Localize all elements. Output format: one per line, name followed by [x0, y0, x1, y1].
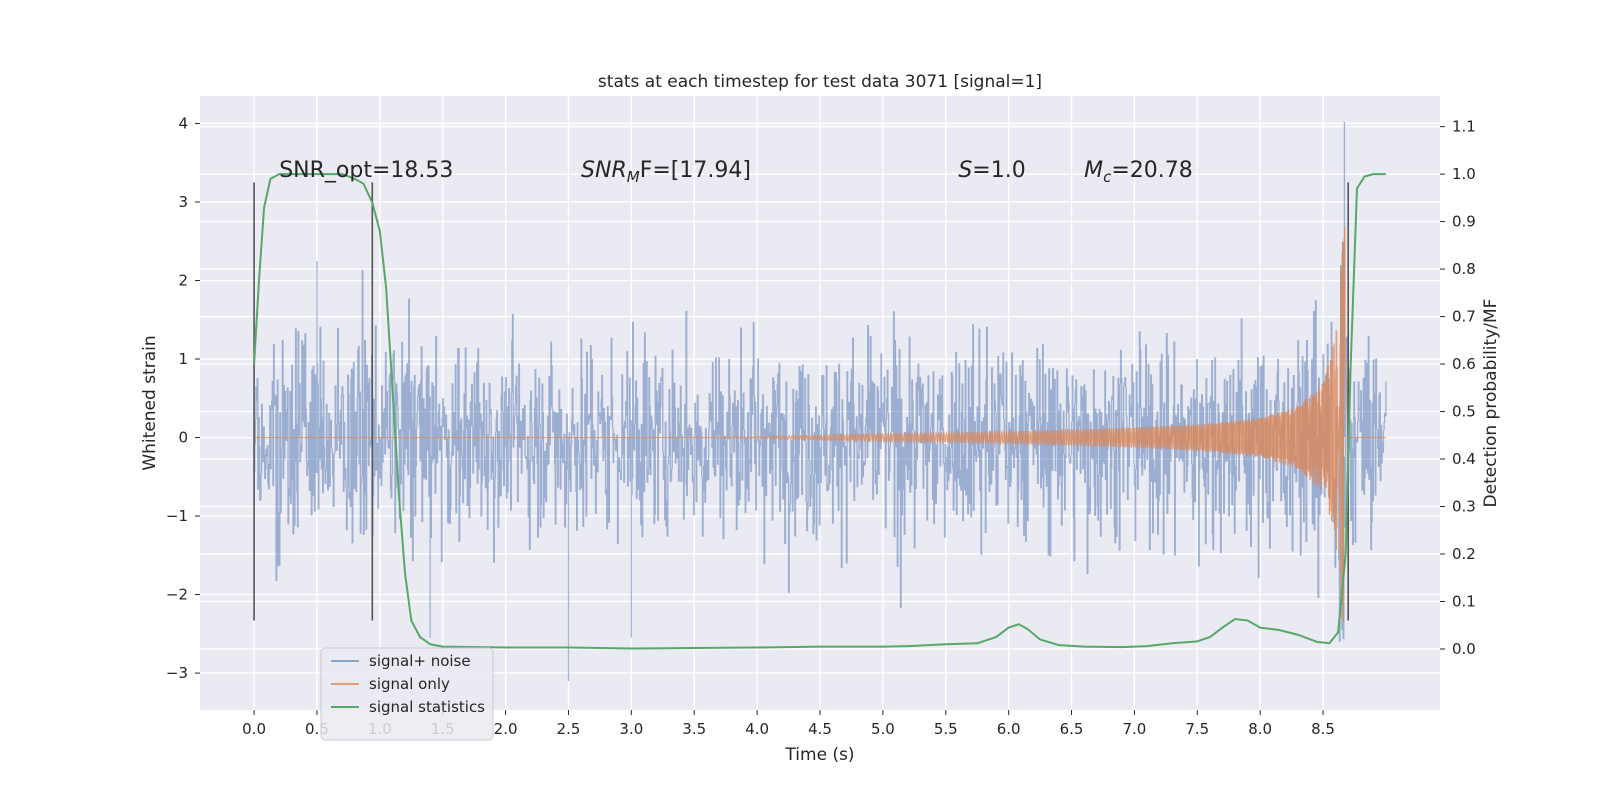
- y2-tick-label: 0.6: [1452, 355, 1476, 373]
- annotation-s-symbol: S: [958, 158, 972, 183]
- y2-tick-label: 0.0: [1452, 640, 1476, 658]
- x-tick-label: 2.5: [557, 720, 581, 738]
- annotation-mc-symbol: M: [1084, 158, 1103, 183]
- axes: 0.00.51.01.52.02.53.03.54.04.55.05.56.06…: [166, 114, 1476, 738]
- annotation-s: S=1.0: [958, 158, 1025, 183]
- x-tick-label: 3.5: [682, 720, 706, 738]
- annotation-mc: Mc=20.78: [1084, 158, 1193, 186]
- legend-label-signal-statistics: signal statistics: [369, 698, 485, 716]
- y-tick-label: 2: [178, 272, 188, 290]
- annotation-snr-mf: SNRMF=[17.94]: [581, 158, 751, 186]
- annotations: SNR_opt=18.53 SNRMF=[17.94] S=1.0 Mc=20.…: [279, 158, 1193, 186]
- y-tick-label: −3: [166, 664, 188, 682]
- x-axis-label: Time (s): [784, 745, 854, 765]
- x-tick-label: 5.0: [871, 720, 895, 738]
- x-tick-label: 7.0: [1122, 720, 1146, 738]
- y2-tick-label: 0.3: [1452, 498, 1476, 516]
- y-tick-label: −1: [166, 507, 188, 525]
- y2-tick-label: 0.4: [1452, 450, 1476, 468]
- annotation-mc-value: =20.78: [1111, 158, 1192, 183]
- y2-tick-label: 1.1: [1452, 118, 1476, 136]
- x-tick-label: 6.0: [997, 720, 1021, 738]
- x-tick-label: 4.5: [808, 720, 832, 738]
- y2-tick-label: 1.0: [1452, 165, 1476, 183]
- x-tick-label: 8.0: [1248, 720, 1272, 738]
- y2-tick-label: 0.5: [1452, 403, 1476, 421]
- legend-box: [320, 647, 494, 741]
- x-tick-label: 7.5: [1185, 720, 1209, 738]
- y2-tick-label: 0.9: [1452, 213, 1476, 231]
- annotation-snr-mf-base: SNR: [581, 158, 627, 183]
- annotation-snr-opt: SNR_opt=18.53: [279, 158, 453, 183]
- y-tick-label: 0: [178, 429, 188, 447]
- signal-statistics-line: [253, 173, 1386, 650]
- x-tick-label: 3.0: [619, 720, 643, 738]
- signal-only-series: [254, 226, 1386, 622]
- y-axis-label: Whitened strain: [140, 335, 160, 470]
- y2-axis-label: Detection probability/MF: [1481, 299, 1501, 508]
- x-tick-label: 0.0: [242, 720, 266, 738]
- x-tick-label: 4.0: [745, 720, 769, 738]
- data-layer: [253, 121, 1387, 681]
- y2-tick-label: 0.7: [1452, 308, 1476, 326]
- y2-tick-label: 0.8: [1452, 260, 1476, 278]
- signal-statistics-series: [253, 173, 1386, 650]
- signal-only-line: [254, 226, 1386, 622]
- legend: signal+ noise signal only signal statist…: [320, 647, 494, 741]
- x-tick-label: 2.0: [494, 720, 518, 738]
- vertical-markers: [253, 182, 1349, 621]
- y-tick-label: 3: [178, 193, 188, 211]
- annotation-s-value: =1.0: [972, 158, 1025, 183]
- chart-title: stats at each timestep for test data 307…: [598, 72, 1042, 92]
- annotation-mc-sub: c: [1103, 168, 1112, 186]
- annotation-snr-mf-sub: M: [627, 168, 640, 186]
- y-tick-label: −2: [166, 586, 188, 604]
- x-tick-label: 6.5: [1060, 720, 1084, 738]
- x-tick-label: 5.5: [934, 720, 958, 738]
- legend-label-signal-only: signal only: [369, 675, 450, 693]
- x-tick-label: 8.5: [1311, 720, 1335, 738]
- legend-label-signal-noise: signal+ noise: [369, 652, 471, 670]
- y-tick-label: 4: [178, 114, 188, 132]
- y-tick-label: 1: [178, 350, 188, 368]
- y2-tick-label: 0.2: [1452, 545, 1476, 563]
- annotation-snr-mf-rest: F=[17.94]: [640, 158, 751, 183]
- annotation-snr-opt-text: SNR_opt=18.53: [279, 158, 453, 183]
- y2-tick-label: 0.1: [1452, 592, 1476, 610]
